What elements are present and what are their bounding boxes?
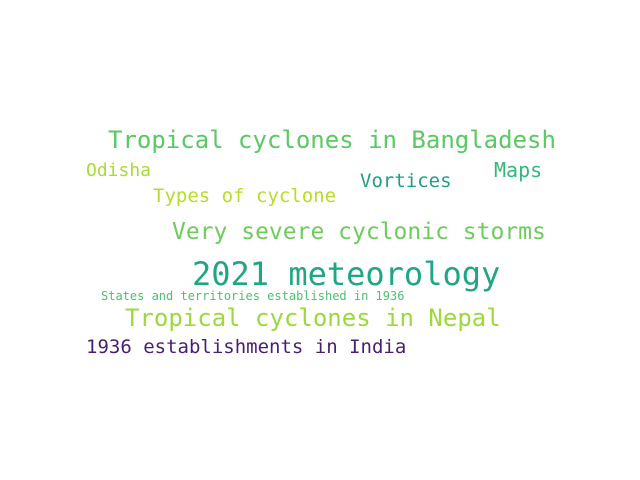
word-vortices: Vortices [360,170,452,192]
word-tropical-cyclones-in-nepal: Tropical cyclones in Nepal [125,304,501,332]
word-2021-meteorology: 2021 meteorology [192,255,501,293]
word-states-and-territories-established-in-1936: States and territories established in 19… [101,289,405,303]
word-types-of-cyclone: Types of cyclone [153,185,337,207]
word-very-severe-cyclonic-storms: Very severe cyclonic storms [172,219,546,245]
word-odisha: Odisha [86,160,152,181]
word-1936-establishments-in-india: 1936 establishments in India [86,336,407,358]
word-maps: Maps [494,158,543,182]
word-tropical-cyclones-in-bangladesh: Tropical cyclones in Bangladesh [108,126,556,154]
